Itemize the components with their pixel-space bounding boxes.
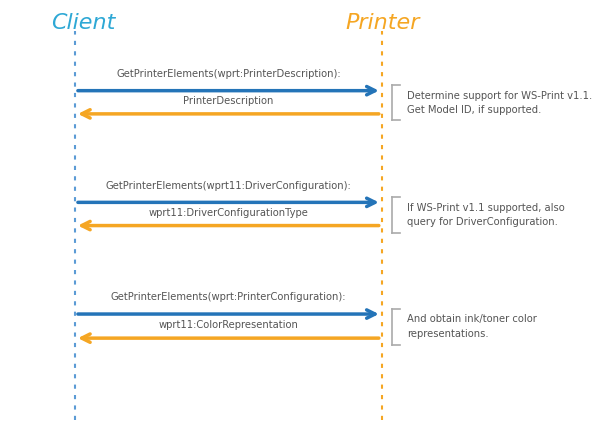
Text: GetPrinterElements(wprt:PrinterDescription):: GetPrinterElements(wprt:PrinterDescripti… bbox=[116, 69, 341, 79]
Text: Determine support for WS-Print v1.1.
Get Model ID, if supported.: Determine support for WS-Print v1.1. Get… bbox=[407, 91, 592, 115]
Text: Client: Client bbox=[51, 13, 115, 33]
Text: GetPrinterElements(wprt:PrinterConfiguration):: GetPrinterElements(wprt:PrinterConfigura… bbox=[111, 292, 346, 302]
Text: Printer: Printer bbox=[346, 13, 420, 33]
Text: GetPrinterElements(wprt11:DriverConfiguration):: GetPrinterElements(wprt11:DriverConfigur… bbox=[106, 180, 351, 191]
Text: wprt11:ColorRepresentation: wprt11:ColorRepresentation bbox=[159, 320, 298, 330]
Text: PrinterDescription: PrinterDescription bbox=[183, 96, 273, 106]
Text: wprt11:DriverConfigurationType: wprt11:DriverConfigurationType bbox=[148, 208, 308, 218]
Text: If WS-Print v1.1 supported, also
query for DriverConfiguration.: If WS-Print v1.1 supported, also query f… bbox=[407, 203, 564, 227]
Text: And obtain ink/toner color
representations.: And obtain ink/toner color representatio… bbox=[407, 314, 537, 339]
